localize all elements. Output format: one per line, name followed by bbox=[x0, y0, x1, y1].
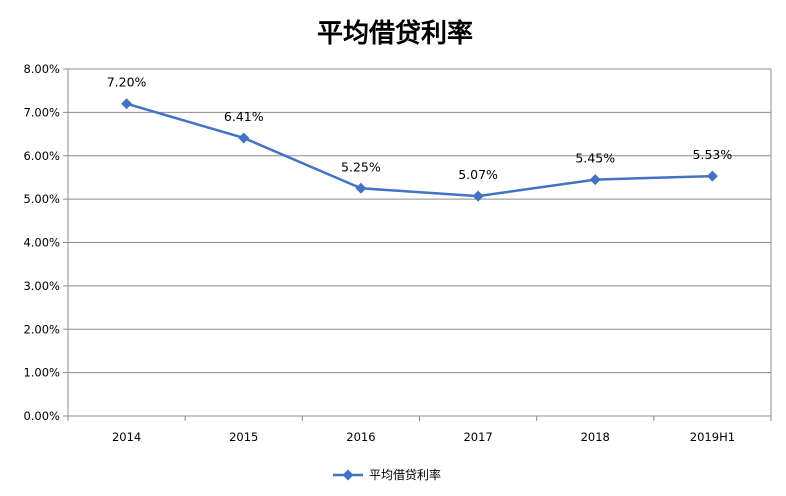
gridlines bbox=[68, 68, 771, 374]
legend-marker-swatch bbox=[342, 469, 354, 481]
data-labels: 7.20% 6.41% 5.25% 5.07% 5.45% 5.53% bbox=[107, 75, 733, 182]
chart-title: 平均借贷利率 bbox=[317, 18, 473, 49]
data-point-marker bbox=[355, 182, 367, 194]
x-tick-label: 2014 bbox=[112, 430, 141, 444]
data-point-marker bbox=[589, 174, 601, 186]
data-label: 5.53% bbox=[693, 147, 733, 162]
y-tick-label: 8.00% bbox=[23, 62, 60, 76]
data-point-marker bbox=[472, 190, 484, 202]
series-markers bbox=[121, 98, 718, 202]
data-label: 7.20% bbox=[107, 75, 147, 90]
y-axis-tick-labels: 0.00% 1.00% 2.00% 3.00% 4.00% 5.00% 6.00% 7.00%… bbox=[23, 62, 60, 423]
y-tick-label: 0.00% bbox=[23, 409, 60, 423]
x-tick-label: 2019H1 bbox=[690, 430, 735, 444]
x-tick-label: 2015 bbox=[229, 430, 258, 444]
y-tick-label: 5.00% bbox=[23, 192, 60, 206]
y-tick-label: 2.00% bbox=[23, 322, 60, 336]
data-point-marker bbox=[706, 170, 718, 182]
data-point-marker bbox=[121, 98, 133, 110]
series-line-layer bbox=[126, 102, 713, 198]
y-tick-label: 3.00% bbox=[23, 279, 60, 293]
data-label: 5.07% bbox=[458, 167, 498, 182]
data-point-marker bbox=[238, 132, 250, 144]
y-tick-label: 1.00% bbox=[23, 366, 60, 380]
y-tick-label: 4.00% bbox=[23, 236, 60, 250]
x-tick-label: 2016 bbox=[346, 430, 375, 444]
x-tick-label: 2017 bbox=[463, 430, 492, 444]
x-axis-tick-labels: 2014 2015 2016 2017 2018 2019H1 bbox=[112, 430, 735, 444]
data-label: 5.25% bbox=[341, 159, 381, 174]
axes bbox=[63, 68, 772, 421]
data-label: 5.45% bbox=[575, 151, 615, 166]
data-label: 6.41% bbox=[224, 109, 264, 124]
y-tick-label: 7.00% bbox=[23, 105, 60, 119]
series-line bbox=[126, 102, 713, 198]
y-tick-label: 6.00% bbox=[23, 149, 60, 163]
legend: 平均借贷利率 bbox=[333, 467, 441, 482]
legend-label: 平均借贷利率 bbox=[369, 467, 441, 482]
x-tick-label: 2018 bbox=[581, 430, 610, 444]
